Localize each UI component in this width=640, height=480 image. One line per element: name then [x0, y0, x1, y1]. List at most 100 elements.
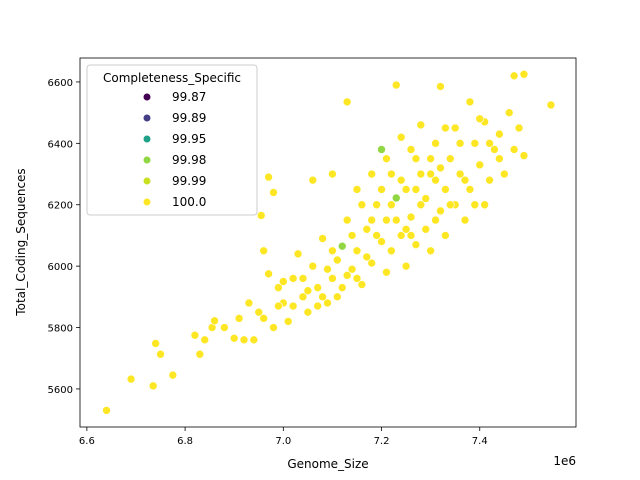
y-axis-label: Total_Coding_Sequences — [14, 168, 28, 316]
legend-label: 99.98 — [172, 153, 206, 167]
data-point — [328, 274, 337, 283]
data-point — [411, 240, 421, 249]
data-point — [475, 114, 485, 124]
data-point — [308, 175, 318, 185]
legend-marker — [143, 114, 151, 122]
data-point — [274, 283, 283, 292]
data-point — [431, 215, 440, 225]
data-point — [190, 330, 200, 340]
data-point — [421, 194, 431, 203]
x-tick-label: 6.8 — [177, 436, 193, 447]
data-point — [337, 283, 347, 292]
data-point — [254, 307, 264, 317]
y-tick-label: 5600 — [48, 385, 73, 396]
data-point — [126, 374, 136, 384]
data-point — [460, 175, 470, 185]
data-point — [470, 200, 480, 210]
data-point — [514, 123, 524, 133]
data-point — [342, 215, 352, 225]
data-point — [382, 215, 391, 225]
data-point — [450, 123, 460, 133]
data-point — [372, 231, 381, 240]
data-point — [151, 339, 160, 348]
data-point — [337, 241, 347, 251]
data-point — [328, 246, 337, 256]
data-point — [455, 139, 465, 148]
data-point — [416, 120, 426, 130]
data-point — [401, 224, 411, 234]
data-point — [490, 145, 499, 154]
data-point — [396, 175, 406, 185]
data-point — [460, 215, 470, 225]
data-point — [288, 274, 298, 283]
data-point — [431, 139, 440, 148]
data-point — [445, 154, 455, 163]
data-point — [495, 154, 504, 163]
data-point — [391, 193, 401, 203]
data-point — [436, 82, 445, 91]
data-point — [239, 335, 249, 345]
data-point — [367, 258, 377, 268]
data-point — [377, 237, 386, 246]
data-point — [229, 333, 239, 343]
data-point — [269, 188, 278, 197]
data-point — [279, 277, 288, 286]
points-layer — [102, 69, 556, 415]
data-point — [445, 200, 455, 210]
data-point — [519, 151, 529, 160]
data-point — [362, 252, 372, 262]
data-point — [244, 298, 254, 308]
data-point — [396, 132, 406, 142]
data-point — [367, 215, 377, 225]
x-axis-label: Genome_Size — [287, 457, 368, 471]
data-point — [195, 349, 205, 359]
data-point — [148, 381, 158, 391]
data-point — [470, 139, 480, 148]
data-point — [352, 246, 362, 256]
data-point — [426, 154, 435, 163]
data-point — [318, 292, 327, 302]
data-point — [441, 185, 450, 194]
data-point — [372, 200, 381, 210]
data-point — [347, 264, 357, 274]
data-point — [441, 123, 450, 133]
legend-marker — [143, 135, 151, 143]
data-point — [313, 301, 322, 311]
plot-frame — [79, 57, 577, 428]
data-point — [102, 406, 111, 415]
data-point — [259, 314, 268, 323]
data-point — [416, 200, 426, 210]
data-point — [411, 185, 421, 194]
legend: Completeness_Specific 99.87 99.89 99.95 99.… — [86, 64, 258, 216]
x-tick-label: 7.0 — [275, 436, 291, 447]
data-point — [367, 169, 377, 179]
x-tick-label: 7.2 — [374, 436, 390, 447]
data-point — [546, 100, 556, 110]
data-point — [362, 224, 372, 234]
data-point — [391, 80, 401, 90]
data-point — [303, 286, 313, 295]
data-point — [156, 349, 165, 359]
data-point — [416, 169, 426, 179]
data-point — [318, 234, 327, 243]
legend-label: 100.0 — [172, 195, 206, 209]
y-tick-label: 6000 — [48, 262, 73, 273]
data-point — [519, 69, 529, 79]
data-point — [401, 261, 411, 271]
data-point — [406, 145, 416, 154]
data-point — [500, 169, 509, 179]
legend-box — [86, 64, 258, 216]
legend-label: 99.99 — [172, 174, 206, 188]
data-point — [441, 231, 450, 240]
data-point — [387, 200, 396, 210]
data-point — [377, 185, 386, 194]
x-tick-label: 6.6 — [79, 436, 95, 447]
data-point — [387, 246, 396, 256]
data-point — [269, 323, 278, 332]
data-point — [436, 163, 445, 173]
data-point — [256, 211, 266, 220]
y-tick-label: 6200 — [48, 201, 73, 212]
data-point — [333, 292, 342, 302]
legend-marker — [143, 177, 151, 185]
